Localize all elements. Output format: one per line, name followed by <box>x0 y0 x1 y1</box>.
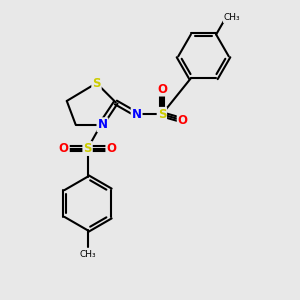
Text: O: O <box>178 114 188 127</box>
Text: S: S <box>158 108 166 121</box>
Text: S: S <box>92 76 101 90</box>
Text: N: N <box>132 108 142 121</box>
Text: S: S <box>83 142 92 155</box>
Text: O: O <box>157 82 167 96</box>
Text: CH₃: CH₃ <box>79 250 96 259</box>
Text: O: O <box>59 142 69 155</box>
Text: O: O <box>106 142 116 155</box>
Text: N: N <box>98 118 107 131</box>
Text: CH₃: CH₃ <box>224 14 240 22</box>
